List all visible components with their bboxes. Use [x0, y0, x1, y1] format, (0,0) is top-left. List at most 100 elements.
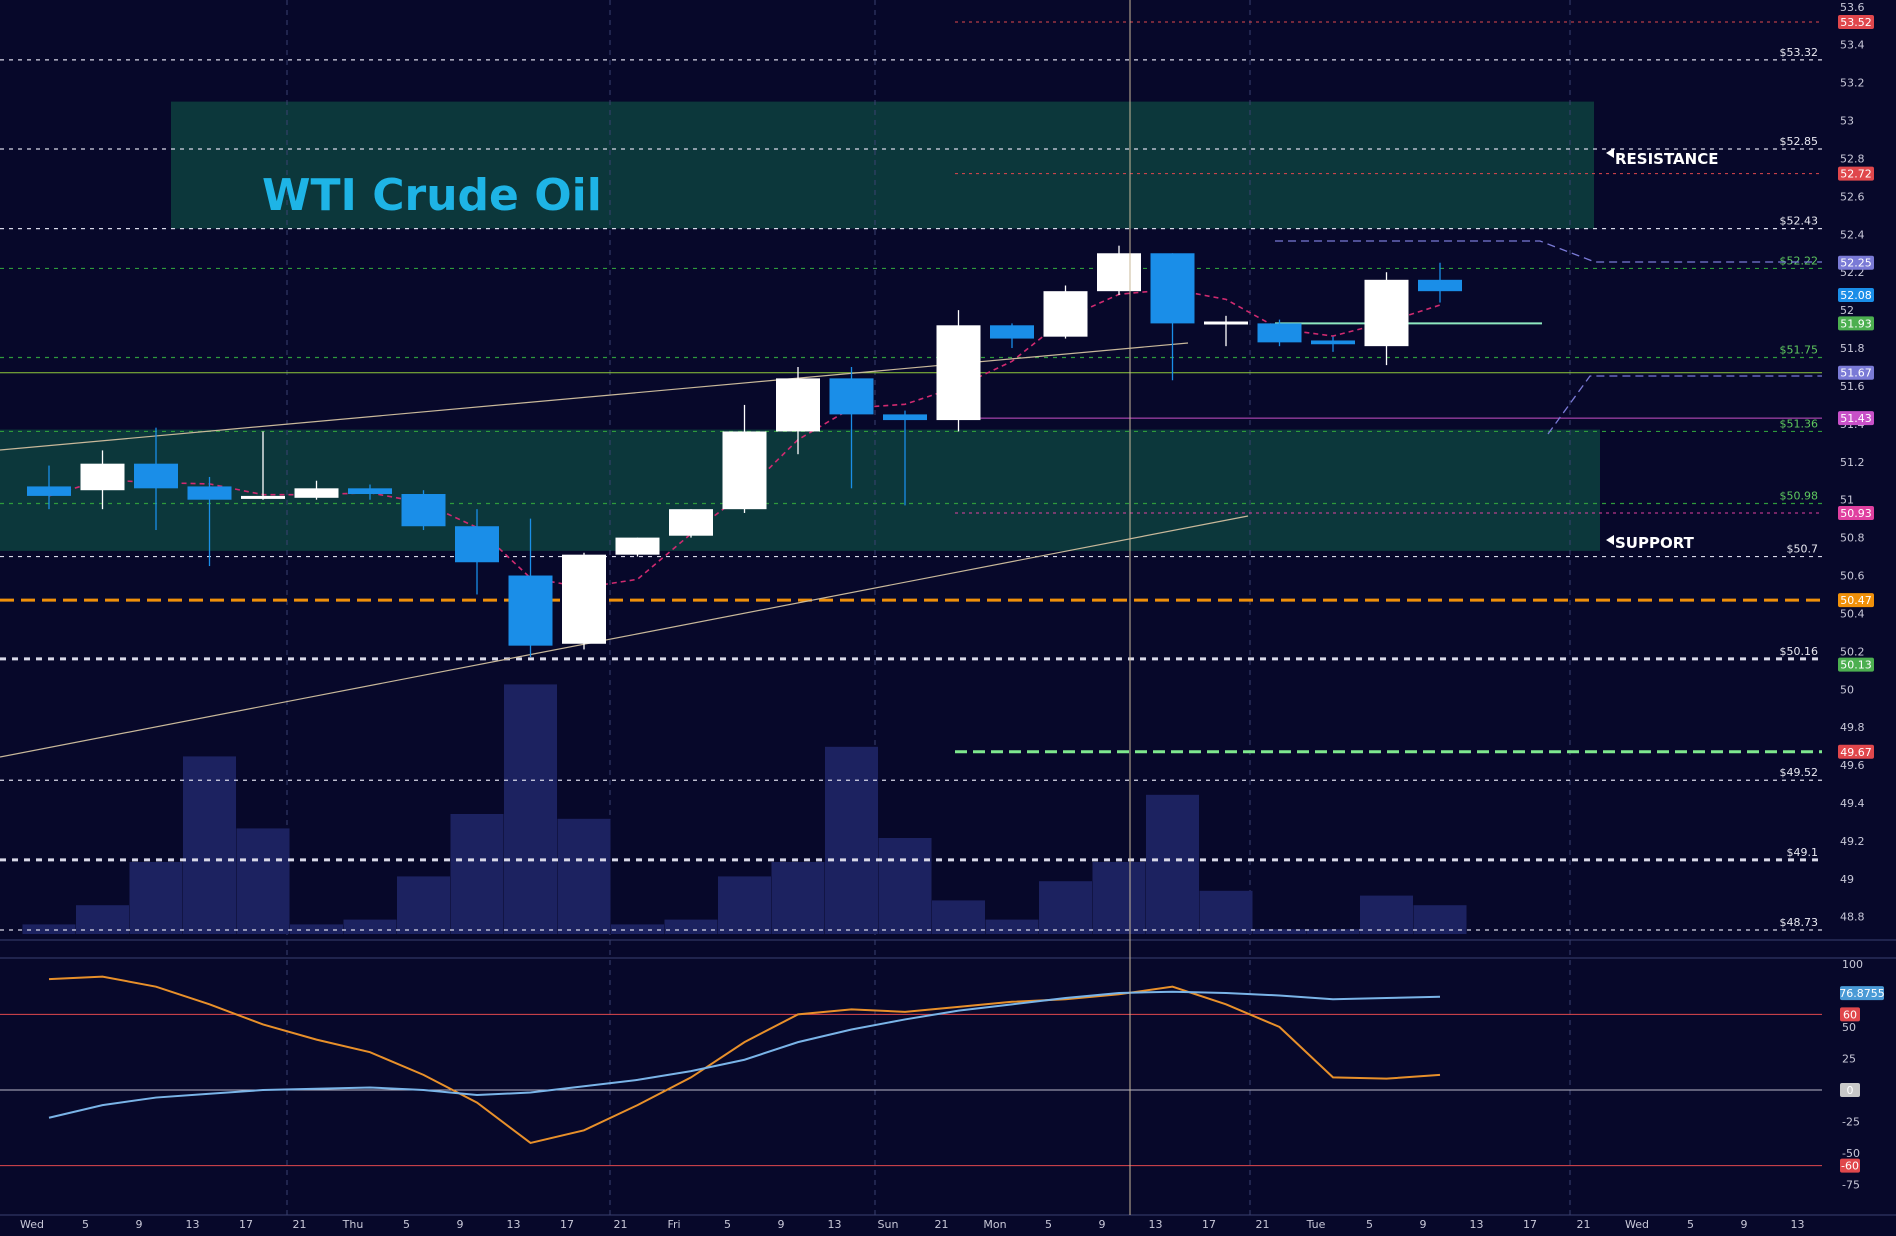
- candle: [936, 310, 981, 432]
- x-tick-label: 9: [1741, 1218, 1748, 1231]
- price-badge-label: 52.08: [1840, 289, 1872, 302]
- y-tick-label: 53.4: [1840, 39, 1865, 52]
- x-tick-label: 17: [1523, 1218, 1537, 1231]
- price-badge: 51.93: [1838, 316, 1874, 331]
- candle-body: [1257, 323, 1302, 343]
- y-tick-label: 51: [1840, 494, 1854, 507]
- y-tick-label: 51.2: [1840, 456, 1865, 469]
- volume-bar: [129, 862, 183, 934]
- volume-bar: [664, 919, 718, 934]
- x-tick-label: 5: [1366, 1218, 1373, 1231]
- price-badge: 52.08: [1838, 287, 1874, 302]
- candle-body: [134, 463, 178, 489]
- price-badge: 51.43: [1838, 411, 1874, 426]
- x-tick-label: 9: [1420, 1218, 1427, 1231]
- volume-bar: [771, 862, 825, 934]
- x-tick-label: 5: [1687, 1218, 1694, 1231]
- price-badge-label: 50.93: [1840, 507, 1872, 520]
- level-label: $52.43: [1780, 215, 1819, 228]
- oscillator-badge-bg: [1840, 986, 1884, 1001]
- price-badge-bg: [1838, 365, 1874, 380]
- level-label: $50.7: [1787, 543, 1819, 556]
- trend-drawings: [0, 240, 1822, 758]
- candle-body: [508, 575, 553, 646]
- price-badge: 52.72: [1838, 166, 1874, 181]
- candle: [1150, 253, 1195, 381]
- volume-bar: [611, 924, 664, 934]
- x-tick-label: 9: [778, 1218, 785, 1231]
- candle-body: [1043, 291, 1088, 337]
- x-tick-label: 5: [1045, 1218, 1052, 1231]
- oscillator-badge: 60: [1840, 1007, 1860, 1022]
- x-tick-label: 5: [724, 1218, 731, 1231]
- level-label: $53.32: [1780, 46, 1819, 59]
- price-badge-bg: [1838, 411, 1874, 426]
- y-tick-label: 49.6: [1840, 759, 1865, 772]
- candle-body: [669, 509, 713, 536]
- x-tick-label: 17: [1202, 1218, 1216, 1231]
- volume-bar: [183, 756, 236, 934]
- oscillator-badge-label: 76.8755: [1839, 987, 1885, 1000]
- candle: [134, 427, 178, 531]
- x-tick-label: Mon: [983, 1218, 1006, 1231]
- oscillator-badge-label: 60: [1843, 1008, 1857, 1021]
- candle: [187, 476, 232, 567]
- price-badge-bg: [1838, 255, 1874, 270]
- candle-body: [1150, 253, 1195, 324]
- x-tick-label: 17: [239, 1218, 253, 1231]
- candle: [1043, 285, 1088, 339]
- candle: [722, 404, 767, 513]
- candlesticks: [27, 245, 1462, 658]
- price-badge-bg: [1838, 593, 1874, 608]
- volume-bars: [22, 684, 1467, 934]
- volume-bar: [22, 924, 76, 934]
- grid-lines: [286, 0, 1571, 1215]
- level-label: $49.52: [1780, 766, 1819, 779]
- upper-trend-line: [0, 342, 1189, 451]
- x-tick-label: Sun: [878, 1218, 899, 1231]
- price-badge-label: 51.93: [1840, 317, 1872, 330]
- x-tick-label: Fri: [667, 1218, 680, 1231]
- candle-body: [455, 526, 499, 563]
- y-tick-label: 52.8: [1840, 152, 1865, 165]
- oscillator-badge-label: 0: [1847, 1084, 1854, 1097]
- y-tick-label: 51.6: [1840, 380, 1865, 393]
- y-tick-label: 52.4: [1840, 228, 1865, 241]
- price-badge-bg: [1838, 287, 1874, 302]
- volume-bar: [1039, 881, 1092, 934]
- oscillator-tick-label: -25: [1842, 1116, 1860, 1129]
- x-tick-label: 21: [614, 1218, 628, 1231]
- x-tick-label: 21: [1256, 1218, 1270, 1231]
- candle: [1257, 319, 1302, 347]
- y-tick-label: 53: [1840, 115, 1854, 128]
- oscillator-slow-line: [48, 990, 1441, 1119]
- lower-trend-line: [0, 515, 1249, 758]
- price-badge-bg: [1838, 744, 1874, 759]
- volume-bar: [1253, 929, 1306, 934]
- y-tick-label: 49.4: [1840, 797, 1865, 810]
- resistance-zone: [171, 101, 1594, 229]
- volume-bar: [1306, 929, 1360, 934]
- candle: [883, 410, 927, 506]
- candle-body: [187, 486, 232, 500]
- price-axis: 53.653.453.25352.852.652.452.25251.851.6…: [1838, 1, 1874, 924]
- price-badge-bg: [1838, 657, 1874, 672]
- oscillator-badge: 76.8755: [1839, 986, 1885, 1001]
- x-tick-label: 21: [1577, 1218, 1591, 1231]
- level-label: $49.1: [1787, 846, 1819, 859]
- candle: [241, 431, 285, 500]
- oscillator-badge-bg: [1840, 1083, 1860, 1097]
- candle-body: [80, 463, 125, 491]
- candle: [27, 465, 71, 510]
- candle: [348, 484, 392, 500]
- volume-bar: [1146, 794, 1199, 934]
- price-badge-label: 51.43: [1840, 412, 1872, 425]
- candle-body: [1204, 321, 1248, 325]
- volume-bar: [932, 900, 985, 934]
- candle-body: [241, 495, 285, 499]
- volume-bar: [825, 746, 878, 934]
- x-tick-label: 13: [507, 1218, 521, 1231]
- candle-body: [615, 537, 660, 555]
- y-tick-label: 50.4: [1840, 607, 1865, 620]
- resistance-label: RESISTANCE: [1615, 150, 1718, 168]
